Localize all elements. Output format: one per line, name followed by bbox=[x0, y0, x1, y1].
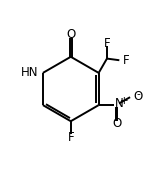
Text: +: + bbox=[120, 96, 129, 106]
Text: F: F bbox=[123, 54, 129, 67]
Text: F: F bbox=[68, 131, 74, 144]
Text: F: F bbox=[104, 37, 110, 50]
Text: O: O bbox=[133, 90, 142, 103]
Text: O: O bbox=[112, 117, 121, 130]
Text: O: O bbox=[66, 28, 75, 41]
Text: HN: HN bbox=[21, 66, 38, 79]
Text: N: N bbox=[115, 97, 124, 110]
Text: -: - bbox=[137, 89, 140, 99]
